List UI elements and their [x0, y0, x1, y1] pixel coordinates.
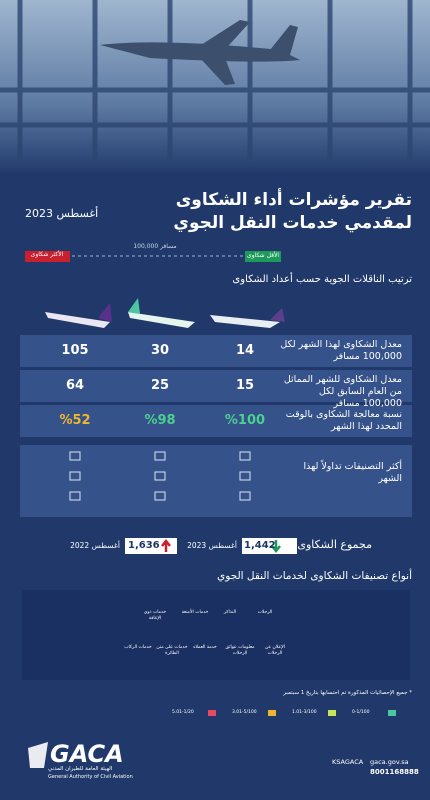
type-label: خدمات على متن الطائرة: [156, 645, 188, 656]
social: KSAGACA: [332, 758, 364, 766]
total-value: 1,442: [244, 540, 276, 551]
current-total-box: [242, 538, 297, 554]
up-arrow: [161, 538, 171, 552]
least-label: الأقل شكاوى: [246, 252, 280, 259]
row-bg: [20, 405, 412, 437]
type-label: خدمة العملاء: [193, 645, 217, 650]
type-label: الرحلات: [257, 610, 273, 615]
total-value: 1,636: [128, 540, 160, 551]
most-label: الأكثر شكاوى: [30, 251, 64, 258]
org-en: General Authority of Civil Aviation: [48, 774, 133, 780]
title: لمقدمي خدمات النقل الجوي: [173, 213, 412, 233]
logo: GACA: [50, 740, 124, 768]
type-label: الإعلان عن الرحلات: [264, 645, 286, 656]
type-label: خدمات ذوي الإعاقة: [143, 610, 167, 621]
type-label: خدمات الأمتعة: [181, 610, 209, 615]
date: أغسطس 2023: [25, 207, 99, 220]
category-icons: [69, 451, 251, 501]
row-label: أكثر التصنيفات تداولاً لهذا الشهر: [303, 461, 402, 484]
row-value: %98: [144, 413, 176, 428]
row-value: 30: [150, 343, 170, 358]
section-title: ترتيب الناقلات الجوية حسب أعداد الشكاوى: [232, 274, 412, 285]
site: gaca.gov.sa: [370, 758, 409, 766]
section-title: أنواع تصنيفات الشكاوى لخدمات النقل الجوي: [217, 570, 412, 582]
row-value: 14: [235, 343, 255, 358]
org-ar: الهيئة العامة للطيران المدني: [48, 766, 113, 772]
legend-label: 3.01-5/100: [232, 710, 257, 715]
legend-label: 5.01-1/20: [172, 710, 194, 715]
title: تقرير مؤشرات أداء الشكاوى: [175, 190, 412, 210]
row-value: 15: [235, 378, 255, 393]
row-label: معدل الشكاوى للشهر المماثل من العام السا…: [283, 374, 402, 409]
logo-mark: [28, 742, 48, 768]
scale-unit: 100,000 مسافر: [133, 243, 177, 250]
window-frame: [0, 0, 430, 160]
row-label: نسبة معالجة الشكاوى بالوقت المحدد لهذا ا…: [285, 409, 402, 432]
row-bg: [20, 370, 412, 402]
airplane-photo: [100, 20, 300, 85]
down-arrow: [271, 540, 281, 554]
row-value: %100: [224, 413, 266, 428]
row-value: 25: [150, 378, 170, 393]
legend-label: 1.01-3/100: [292, 710, 317, 715]
total-period: أغسطس 2023: [187, 541, 237, 550]
row-label: معدل الشكاوى لهذا الشهر لكل 100,000 مساف…: [280, 339, 402, 362]
row-bg: [20, 335, 412, 367]
type-label: التذاكر: [223, 610, 237, 615]
total-period: أغسطس 2022: [70, 541, 120, 550]
carrier-planes: [45, 298, 285, 328]
phone: 8001168888: [370, 768, 419, 776]
totals-label: مجموع الشكاوى: [297, 538, 372, 551]
types-box: [22, 590, 410, 680]
row-value: %52: [59, 413, 91, 428]
most-badge: [25, 251, 70, 262]
legend-label: 0-1/100: [352, 710, 370, 715]
row-bg: [20, 445, 412, 517]
legend-swatches: [208, 710, 396, 716]
row-value: 105: [61, 343, 89, 358]
row-value: 64: [65, 378, 85, 393]
footnote: * جميع الإحصائيات المذكورة تم احتسابها ب…: [283, 690, 412, 696]
type-label: معلومات عوائق الرحلات: [225, 645, 255, 656]
least-badge: [245, 251, 281, 262]
type-label: خدمات الركاب: [124, 645, 152, 650]
